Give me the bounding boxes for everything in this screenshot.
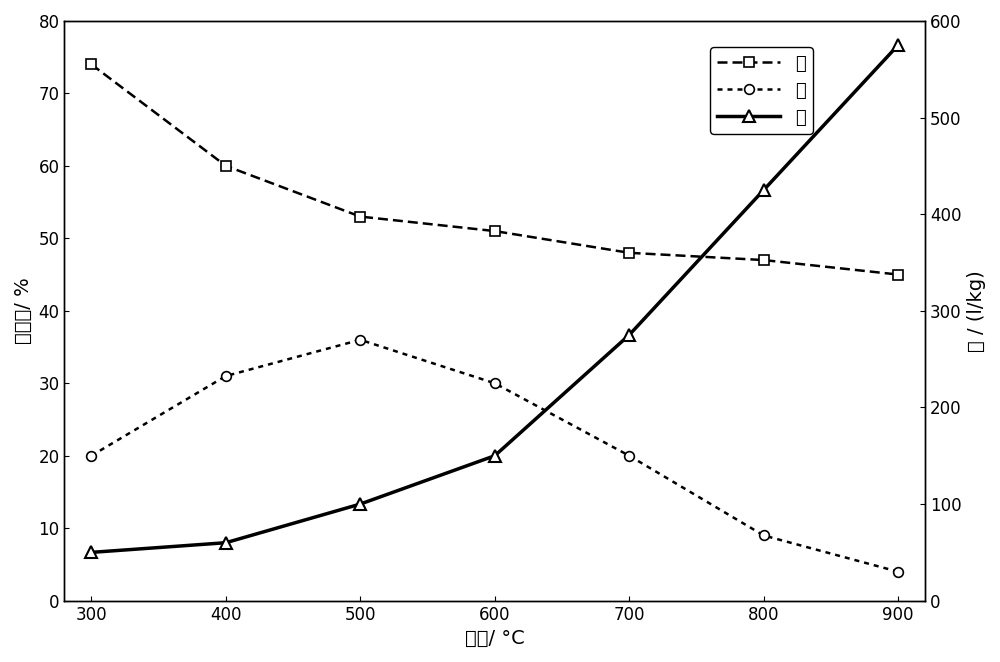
气 xyxy=(489,451,501,459)
液 xyxy=(623,451,635,459)
液 xyxy=(892,568,904,576)
炒 xyxy=(354,213,366,220)
炒 xyxy=(489,227,501,235)
炒 xyxy=(758,256,770,264)
气 xyxy=(85,548,97,556)
炒 xyxy=(220,162,232,170)
液 xyxy=(85,451,97,459)
Line: 液: 液 xyxy=(86,335,903,577)
Y-axis label: 气 / (l/kg): 气 / (l/kg) xyxy=(967,270,986,352)
气 xyxy=(354,500,366,508)
炒 xyxy=(85,60,97,68)
Legend: 炒, 液, 气: 炒, 液, 气 xyxy=(710,47,813,134)
炒 xyxy=(623,249,635,257)
液 xyxy=(758,532,770,540)
液 xyxy=(220,372,232,380)
气 xyxy=(220,539,232,547)
气 xyxy=(758,186,770,194)
气 xyxy=(892,41,904,49)
炒 xyxy=(892,271,904,279)
Line: 气: 气 xyxy=(85,39,904,559)
气 xyxy=(623,331,635,339)
Line: 炒: 炒 xyxy=(86,60,903,279)
Y-axis label: 炒、液/ %: 炒、液/ % xyxy=(14,277,33,344)
液 xyxy=(354,336,366,344)
X-axis label: 温度/ °C: 温度/ °C xyxy=(465,629,525,648)
液 xyxy=(489,379,501,387)
